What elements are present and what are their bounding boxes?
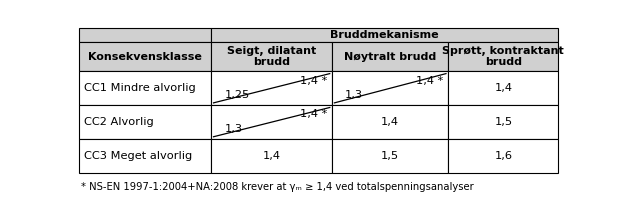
Text: 1,5: 1,5 (381, 151, 399, 161)
Text: 1,3: 1,3 (345, 90, 363, 100)
Text: Sprøtt, kontraktant
brudd: Sprøtt, kontraktant brudd (442, 46, 564, 67)
Text: 1,4: 1,4 (494, 83, 512, 93)
Bar (79, 71, 211, 105)
Bar (332, 71, 449, 105)
Bar (332, 139, 449, 173)
Bar (211, 28, 558, 42)
Text: CC3 Meget alvorlig: CC3 Meget alvorlig (84, 151, 193, 161)
Text: Nøytralt brudd: Nøytralt brudd (344, 52, 436, 62)
Bar (332, 105, 449, 139)
Text: 1,6: 1,6 (494, 151, 512, 161)
Text: CC1 Mindre alvorlig: CC1 Mindre alvorlig (84, 83, 196, 93)
Text: 1,3: 1,3 (224, 124, 242, 134)
Bar (449, 71, 558, 105)
Bar (332, 42, 449, 71)
Bar (79, 105, 211, 139)
Text: CC2 Alvorlig: CC2 Alvorlig (84, 117, 154, 127)
Text: 1,25: 1,25 (224, 90, 250, 100)
Text: Bruddmekanisme: Bruddmekanisme (330, 30, 439, 40)
Text: 1,4 *: 1,4 * (300, 75, 328, 85)
Text: 1,4 *: 1,4 * (416, 75, 444, 85)
Bar (79, 139, 211, 173)
Bar (211, 71, 332, 105)
Text: Konsekvensklasse: Konsekvensklasse (88, 52, 202, 62)
Text: * NS-EN 1997-1:2004+NA:2008 krever at γₘ ≥ 1,4 ved totalspenningsanalyser: * NS-EN 1997-1:2004+NA:2008 krever at γₘ… (81, 182, 473, 192)
Bar (449, 139, 558, 173)
Bar (211, 105, 332, 139)
Bar (211, 139, 332, 173)
Bar (211, 42, 332, 71)
Bar (79, 42, 211, 71)
Text: 1,4: 1,4 (381, 117, 399, 127)
Text: 1,4: 1,4 (263, 151, 280, 161)
Bar (449, 105, 558, 139)
Bar (79, 28, 211, 42)
Bar (449, 42, 558, 71)
Text: Seigt, dilatant
brudd: Seigt, dilatant brudd (227, 46, 316, 67)
Text: 1,5: 1,5 (494, 117, 512, 127)
Text: 1,4 *: 1,4 * (300, 109, 328, 119)
